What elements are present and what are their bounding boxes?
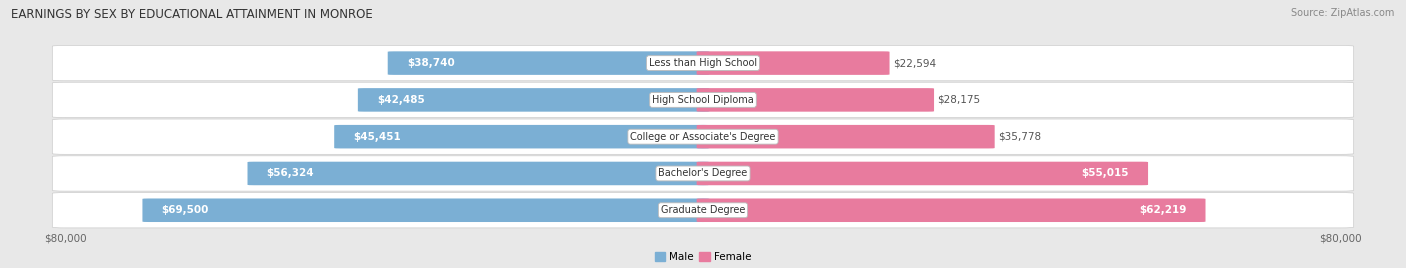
FancyBboxPatch shape <box>335 125 710 148</box>
FancyBboxPatch shape <box>696 125 994 148</box>
FancyBboxPatch shape <box>696 88 934 112</box>
FancyBboxPatch shape <box>52 156 1354 191</box>
Text: $55,015: $55,015 <box>1081 169 1129 178</box>
FancyBboxPatch shape <box>52 193 1354 228</box>
FancyBboxPatch shape <box>142 199 710 222</box>
Text: Less than High School: Less than High School <box>650 58 756 68</box>
FancyBboxPatch shape <box>247 162 710 185</box>
FancyBboxPatch shape <box>52 46 1354 81</box>
Text: $28,175: $28,175 <box>938 95 980 105</box>
Text: $22,594: $22,594 <box>893 58 936 68</box>
Text: High School Diploma: High School Diploma <box>652 95 754 105</box>
FancyBboxPatch shape <box>359 88 710 112</box>
Text: $56,324: $56,324 <box>267 169 315 178</box>
FancyBboxPatch shape <box>696 51 890 75</box>
Text: $35,778: $35,778 <box>998 132 1040 142</box>
Text: $62,219: $62,219 <box>1139 205 1187 215</box>
Text: Graduate Degree: Graduate Degree <box>661 205 745 215</box>
Text: Source: ZipAtlas.com: Source: ZipAtlas.com <box>1291 8 1395 18</box>
Text: $45,451: $45,451 <box>353 132 401 142</box>
Legend: Male, Female: Male, Female <box>651 248 755 267</box>
FancyBboxPatch shape <box>388 51 710 75</box>
FancyBboxPatch shape <box>52 82 1354 118</box>
Text: College or Associate's Degree: College or Associate's Degree <box>630 132 776 142</box>
Text: $69,500: $69,500 <box>162 205 209 215</box>
FancyBboxPatch shape <box>696 199 1205 222</box>
FancyBboxPatch shape <box>52 119 1354 154</box>
Text: $38,740: $38,740 <box>406 58 454 68</box>
Text: Bachelor's Degree: Bachelor's Degree <box>658 169 748 178</box>
FancyBboxPatch shape <box>696 162 1149 185</box>
Text: $42,485: $42,485 <box>377 95 425 105</box>
Text: EARNINGS BY SEX BY EDUCATIONAL ATTAINMENT IN MONROE: EARNINGS BY SEX BY EDUCATIONAL ATTAINMEN… <box>11 8 373 21</box>
